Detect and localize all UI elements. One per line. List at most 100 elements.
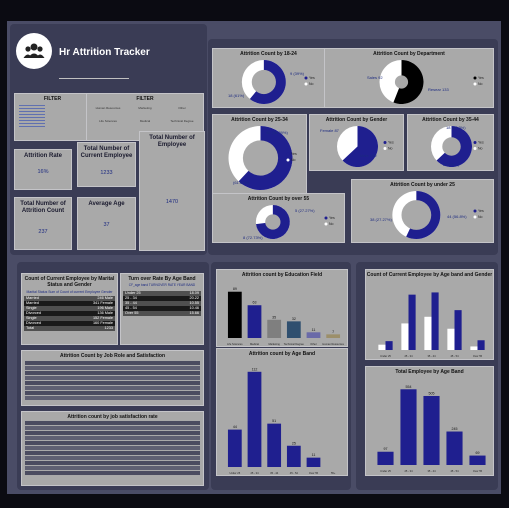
table-row: Divorced 136 Male: [24, 311, 115, 316]
job-role-title: Attrition Count by Job Role and Satisfac…: [60, 353, 165, 359]
filter-human-resources[interactable]: Human Resources: [95, 106, 121, 110]
bar: [377, 451, 394, 465]
table-row: 35 - 44 10.55: [123, 301, 201, 306]
marital-table-header: Marital Status Sum of Count of current E…: [26, 290, 113, 294]
legend-yes-swatch: [304, 76, 308, 80]
table-row: Single 152 Female: [24, 316, 115, 321]
bar: [326, 334, 341, 338]
donut-card-gender: Attrition Count by Gender Yes No Female 8…: [309, 114, 404, 171]
bar: [286, 445, 301, 467]
x-tick-label: Under 25: [380, 469, 391, 473]
bar-value-label: 25: [292, 441, 296, 445]
marital-rows: Married 246 Male Married 341 Female Single 19…: [24, 296, 115, 331]
legend-no-label: No: [291, 158, 296, 162]
people-icon: [23, 43, 45, 58]
current-employee-card: Total Number of Current Employee 1233: [77, 142, 136, 187]
filter-other[interactable]: Other: [178, 106, 186, 110]
filter-panel-1[interactable]: FILTER: [14, 93, 91, 141]
donut-hole: [265, 214, 281, 230]
attrition-rate-label: Attrition Rate: [24, 153, 62, 159]
donut-card-25-34: Attrition Count by 25-34 Yes No 45 (38.39…: [212, 114, 307, 194]
bar-value-label: 35: [272, 315, 276, 319]
row-value: 10.46: [189, 306, 199, 310]
legend-no-swatch: [473, 147, 477, 150]
donut-hole: [242, 140, 279, 176]
bar-value-label: 112: [252, 367, 258, 371]
filter-technical-degree[interactable]: Technical Degree: [170, 119, 194, 123]
row-label: Under 25: [125, 291, 141, 295]
bar: [267, 423, 282, 467]
legend-no-label: No: [309, 82, 314, 86]
app-title: Hr Attrition Tracker: [59, 47, 150, 58]
attrition-count-label: Total Number of Attrition Count: [20, 201, 66, 214]
filter-2-title: FILTER: [136, 96, 154, 102]
bar-value-label: 7: [332, 330, 334, 334]
title-underline: [59, 78, 129, 79]
total-employee-label: Total Number of Employee: [149, 135, 195, 148]
bar: [477, 340, 485, 350]
logo: [16, 33, 52, 69]
x-tick-label: Life Sciences: [227, 342, 243, 346]
current-employee-value: 1233: [100, 170, 113, 176]
legend-yes-swatch: [473, 141, 477, 144]
row-value: 152 Female: [92, 316, 113, 320]
donut-18-24: Yes No: [241, 60, 315, 104]
donut-card-department: Attrition Count by Department Yes No Sale…: [324, 48, 494, 108]
grid-row: [25, 391, 200, 395]
table-row: 25 - 34 20.22: [123, 296, 201, 301]
x-tick-label: Technical Degree: [284, 342, 305, 346]
bar: [408, 294, 416, 350]
x-tick-label: 25 - 34: [404, 354, 413, 358]
table-row: Married 246 Male: [24, 296, 115, 301]
marital-table-title: Count of Current Employee by Marital Sta…: [24, 276, 115, 288]
legend-yes-label: Yes: [388, 141, 394, 145]
legend-yes-swatch: [286, 152, 290, 156]
legend-yes-label: Yes: [478, 141, 484, 145]
donut-hole: [394, 75, 409, 89]
bar-value-label: 32: [292, 317, 296, 321]
bar: [247, 305, 262, 338]
legend-no-label: No: [388, 147, 393, 151]
bar-value-label: 11: [312, 328, 316, 332]
legend-no-swatch: [473, 215, 477, 219]
donut-gender-label-a: Female 87: [320, 128, 339, 133]
bar: [454, 310, 462, 350]
legend-no-label: No: [478, 147, 483, 151]
bar: [385, 341, 393, 350]
dashboard: Hr Attrition Tracker FILTER FILTER Human…: [7, 21, 501, 494]
row-label: Over 55: [125, 311, 139, 315]
donut-under-25-title: Attrition Count by under 25: [390, 182, 455, 188]
row-value: 246 Male: [97, 296, 113, 300]
donut-25-34-title: Attrition Count by 25-34: [231, 117, 288, 123]
donut-gender-label-b: Male 150: [360, 153, 377, 158]
table-row: Over 55 15.66: [123, 311, 201, 316]
legend-yes-label: Yes: [329, 216, 335, 220]
bar-value-label: 554: [406, 385, 412, 389]
grid-row: [25, 466, 200, 470]
grid-row: [25, 426, 200, 430]
table-row: Single 196 Male: [24, 306, 115, 311]
x-tick-label: Human Resources: [322, 342, 344, 346]
grid-row: [25, 366, 200, 370]
row-value: 341 Female: [92, 301, 113, 305]
table-row: Total 1233: [24, 326, 115, 331]
row-label: Divorced: [26, 311, 41, 315]
x-tick-label: Under 25: [380, 354, 391, 358]
x-tick-label: 45 - 54: [450, 354, 459, 358]
bar: [400, 389, 417, 465]
row-label: Single: [26, 306, 37, 310]
donut-under-25: Yes No: [392, 191, 484, 239]
filter-1-list: [19, 103, 45, 129]
grid-row: [25, 431, 200, 435]
donut-gender-title: Attrition Count by Gender: [325, 117, 388, 123]
table-row: Married 341 Female: [24, 301, 115, 306]
filter-life-sciences[interactable]: Life Sciences: [99, 119, 117, 123]
current-employee-label: Total Number of Current Employee: [80, 146, 133, 159]
filter-medical[interactable]: Medical: [139, 119, 151, 123]
donut-gender: Yes No: [337, 126, 394, 167]
legend-no-swatch: [473, 82, 477, 86]
filter-marketing[interactable]: Marketing: [138, 106, 152, 110]
x-tick-label: Under 25: [229, 471, 240, 475]
donut-under-25-label-a: 38 (27.27%): [370, 217, 392, 222]
donut-25-34: Yes No: [228, 126, 297, 190]
